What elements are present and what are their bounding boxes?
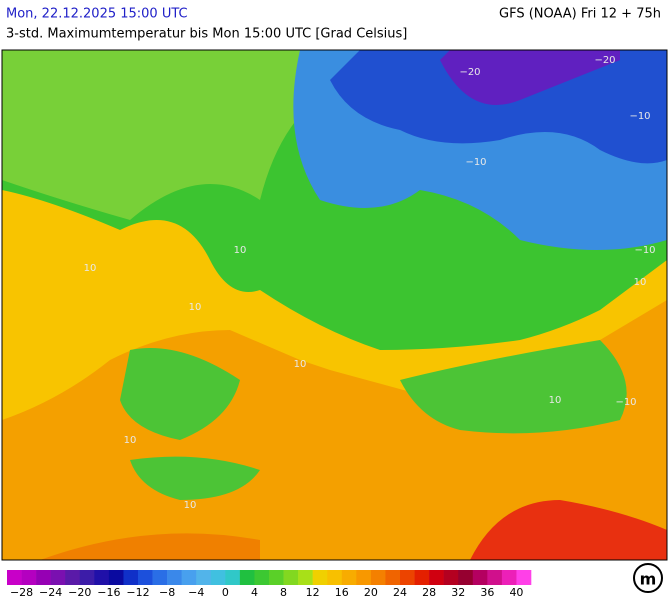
- legend-swatch: [167, 570, 182, 585]
- legend-swatch: [516, 570, 532, 585]
- legend-swatch: [487, 570, 503, 585]
- contour-label: 10: [549, 395, 562, 406]
- map-frame: [1, 49, 668, 561]
- legend-label: 40: [509, 586, 523, 599]
- legend-swatch: [414, 570, 430, 585]
- legend-label: 36: [480, 586, 494, 599]
- legend-swatch: [458, 570, 474, 585]
- legend-swatch: [196, 570, 212, 585]
- legend-swatch: [123, 570, 139, 585]
- legend-label: −12: [126, 586, 149, 599]
- legend-swatch: [298, 570, 313, 585]
- logo-text: m: [640, 570, 657, 589]
- legend-swatch: [7, 570, 22, 585]
- legend-label: 20: [364, 586, 378, 599]
- contour-label: 10: [189, 302, 202, 313]
- legend-swatch: [94, 570, 110, 585]
- legend-swatch: [283, 570, 299, 585]
- contour-label: −20: [594, 55, 615, 66]
- very-cold-region: [330, 50, 667, 164]
- legend-swatch: [356, 570, 372, 585]
- contour-label: −10: [634, 245, 655, 256]
- legend-label: 4: [251, 586, 258, 599]
- legend-swatch: [65, 570, 81, 585]
- logo: [633, 563, 663, 593]
- contour-label: −10: [615, 397, 636, 408]
- legend-label: −8: [159, 586, 175, 599]
- legend-label: −20: [68, 586, 91, 599]
- contour-label: −10: [465, 157, 486, 168]
- legend-swatch: [254, 570, 270, 585]
- contour-label: −10: [629, 111, 650, 122]
- legend-swatch: [472, 570, 488, 585]
- legend-swatch: [400, 570, 415, 585]
- header-model: GFS (NOAA) Fri 12 + 75h: [499, 7, 661, 22]
- contour-label: 10: [294, 359, 307, 370]
- legend-swatch: [269, 570, 284, 585]
- header-date: Mon, 22.12.2025 15:00 UTC: [6, 7, 188, 22]
- legend-label: 12: [306, 586, 320, 599]
- legend-swatch: [50, 570, 66, 585]
- legend-label: 8: [280, 586, 287, 599]
- contour-labels: −20 −20 −10 −10 −10 −10 10 10 10 10 10 10 10 10: [84, 55, 656, 511]
- legend-swatch: [108, 570, 124, 585]
- legend-label: 28: [422, 586, 436, 599]
- legend-swatch: [312, 570, 328, 585]
- contour-label: 10: [634, 277, 647, 288]
- legend-swatch: [239, 570, 255, 585]
- legend-swatch: [225, 570, 241, 585]
- color-legend: −28 −24 −20 −16 −12 −8 −4 0 4 8 12 16 20 24 28 32 36 40: [7, 570, 532, 599]
- contour-label: 10: [234, 245, 247, 256]
- hot-region: [470, 500, 667, 560]
- legend-swatch: [501, 570, 517, 585]
- warm-patch: [40, 533, 260, 560]
- contour-label: 10: [124, 435, 137, 446]
- contour-label: −20: [459, 67, 480, 78]
- legend-swatch: [370, 570, 386, 585]
- legend-label: 32: [451, 586, 465, 599]
- map: [2, 50, 667, 560]
- light-green-region: [2, 50, 340, 220]
- legend-swatch: [79, 570, 95, 585]
- legend-label: −4: [188, 586, 204, 599]
- legend-swatch: [385, 570, 401, 585]
- green-patches: [120, 340, 627, 500]
- contour-label: 10: [84, 263, 97, 274]
- legend-swatch: [138, 570, 153, 585]
- legend-swatch: [181, 570, 197, 585]
- legend-swatch: [429, 570, 444, 585]
- legend-label: −16: [97, 586, 120, 599]
- legend-swatch: [443, 570, 459, 585]
- contour-label: 10: [184, 500, 197, 511]
- legend-swatch: [327, 570, 343, 585]
- legend-label: −28: [10, 586, 33, 599]
- legend-swatch: [210, 570, 226, 585]
- legend-swatch: [152, 570, 168, 585]
- coldest-region: [440, 50, 620, 105]
- header-subtitle: 3-std. Maximumtemperatur bis Mon 15:00 U…: [6, 27, 407, 42]
- legend-label: 0: [222, 586, 229, 599]
- legend-label: 16: [335, 586, 349, 599]
- legend-label: −24: [39, 586, 62, 599]
- legend-swatch: [341, 570, 357, 585]
- legend-swatch: [21, 570, 37, 585]
- legend-label: 24: [393, 586, 407, 599]
- legend-swatch: [36, 570, 51, 585]
